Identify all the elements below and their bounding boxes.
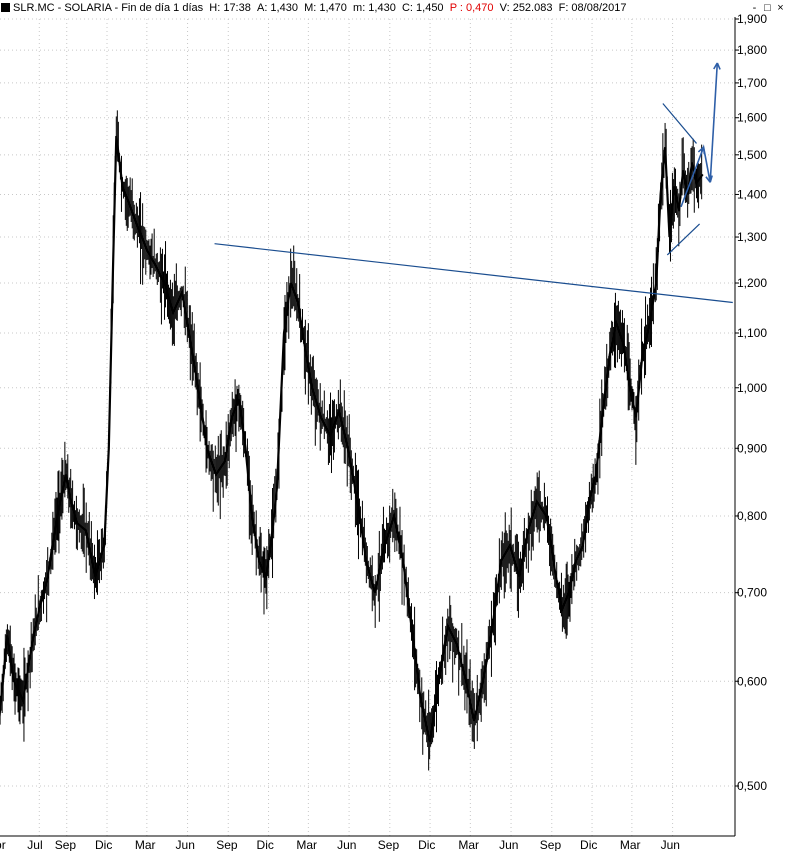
x-tick-label: Jun bbox=[661, 838, 680, 851]
x-tick-label: Apr bbox=[0, 838, 6, 851]
axis-layer: 0,500 0,600 0,700 0,800 0,900 1,000 1,100 1,200… bbox=[0, 12, 767, 851]
y-tick-label: 1,000 bbox=[737, 381, 767, 395]
x-tick-label: Mar bbox=[458, 838, 479, 851]
header-close: C: 1,450 bbox=[401, 2, 444, 14]
y-tick-label: 0,800 bbox=[737, 509, 767, 523]
projection-arrowhead bbox=[705, 175, 713, 183]
x-tick-label: Dic bbox=[257, 838, 274, 851]
series-layer bbox=[0, 110, 704, 771]
x-tick-label: Jun bbox=[499, 838, 518, 851]
price-line bbox=[0, 135, 704, 743]
projection-path bbox=[680, 62, 719, 208]
header-volume: V: 252.083 bbox=[499, 2, 553, 14]
x-tick-label: Dic bbox=[418, 838, 435, 851]
triangle-upper-line bbox=[662, 103, 697, 144]
y-tick-label: 1,900 bbox=[737, 12, 767, 26]
projection-arrowhead bbox=[697, 146, 706, 155]
y-tick-label: 1,400 bbox=[737, 187, 767, 201]
close-icon[interactable]: × bbox=[777, 2, 784, 14]
y-tick-label: 1,500 bbox=[737, 148, 767, 162]
header-date: F: 08/08/2017 bbox=[558, 2, 627, 14]
y-tick-label: 0,600 bbox=[737, 674, 767, 688]
y-tick-label: 1,300 bbox=[737, 230, 767, 244]
header-low: m: 1,430 bbox=[353, 2, 396, 14]
x-tick-label: Jun bbox=[176, 838, 195, 851]
y-tick-label: 0,900 bbox=[737, 441, 767, 455]
header-change: P : 0,470 bbox=[449, 2, 494, 14]
maximize-icon[interactable]: □ bbox=[764, 2, 771, 14]
x-tick-label: Dic bbox=[580, 838, 597, 851]
x-tick-label: Mar bbox=[135, 838, 156, 851]
header-time: H: 17:38 bbox=[209, 2, 251, 14]
y-tick-label: 1,100 bbox=[737, 326, 767, 340]
header-high: M: 1,470 bbox=[304, 2, 347, 14]
y-tick-label: 1,600 bbox=[737, 111, 767, 125]
x-tick-label: Sep bbox=[55, 838, 77, 851]
x-tick-label: Sep bbox=[216, 838, 238, 851]
header-symbol: SLR.MC - SOLARIA - Fin de día 1 días bbox=[13, 2, 204, 14]
x-tick-label: Mar bbox=[296, 838, 317, 851]
chart-menu-icon[interactable] bbox=[1, 3, 10, 12]
x-tick-label: Sep bbox=[540, 838, 562, 851]
header-open: A: 1,430 bbox=[256, 2, 298, 14]
trendline bbox=[214, 243, 733, 304]
x-tick-label: Mar bbox=[620, 838, 641, 851]
projection-arrowhead bbox=[713, 62, 721, 70]
window-controls: - □ × bbox=[747, 2, 786, 14]
x-tick-label: Sep bbox=[378, 838, 400, 851]
x-tick-label: Jun bbox=[337, 838, 356, 851]
y-tick-label: 1,700 bbox=[737, 76, 767, 90]
x-tick-label: Jul bbox=[27, 838, 42, 851]
minimize-icon[interactable]: - bbox=[752, 2, 757, 14]
annotation-layer bbox=[214, 62, 733, 304]
y-tick-label: 1,200 bbox=[737, 276, 767, 290]
chart-header: SLR.MC - SOLARIA - Fin de día 1 días H: … bbox=[0, 0, 740, 17]
x-tick-label: Dic bbox=[95, 838, 112, 851]
y-tick-label: 1,800 bbox=[737, 43, 767, 57]
triangle-lower-line bbox=[666, 223, 701, 256]
grid-layer bbox=[0, 18, 735, 836]
y-tick-label: 0,500 bbox=[737, 779, 767, 793]
y-tick-label: 0,700 bbox=[737, 586, 767, 600]
